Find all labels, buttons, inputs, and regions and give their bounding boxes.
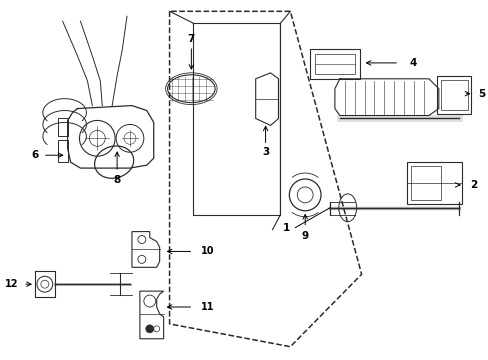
Text: 4: 4	[408, 58, 416, 68]
Circle shape	[145, 325, 153, 333]
Text: 11: 11	[201, 302, 214, 312]
Bar	[314, 54, 354, 74]
Polygon shape	[132, 231, 160, 267]
Bar	[58, 140, 67, 162]
Polygon shape	[255, 73, 278, 125]
Bar	[410, 166, 440, 200]
Text: 10: 10	[201, 247, 214, 256]
Text: 2: 2	[469, 180, 477, 190]
Polygon shape	[140, 291, 163, 339]
Bar	[436, 76, 470, 113]
Text: 9: 9	[301, 230, 308, 240]
Text: 5: 5	[477, 89, 485, 99]
Bar	[309, 49, 359, 79]
Text: 8: 8	[113, 175, 121, 185]
Text: 3: 3	[262, 147, 269, 157]
Text: 12: 12	[4, 279, 18, 289]
Bar	[440, 80, 467, 109]
Bar	[58, 118, 67, 136]
Text: 6: 6	[32, 150, 39, 160]
Text: 7: 7	[187, 34, 195, 44]
Text: 1: 1	[283, 222, 290, 233]
Bar	[407, 162, 461, 204]
